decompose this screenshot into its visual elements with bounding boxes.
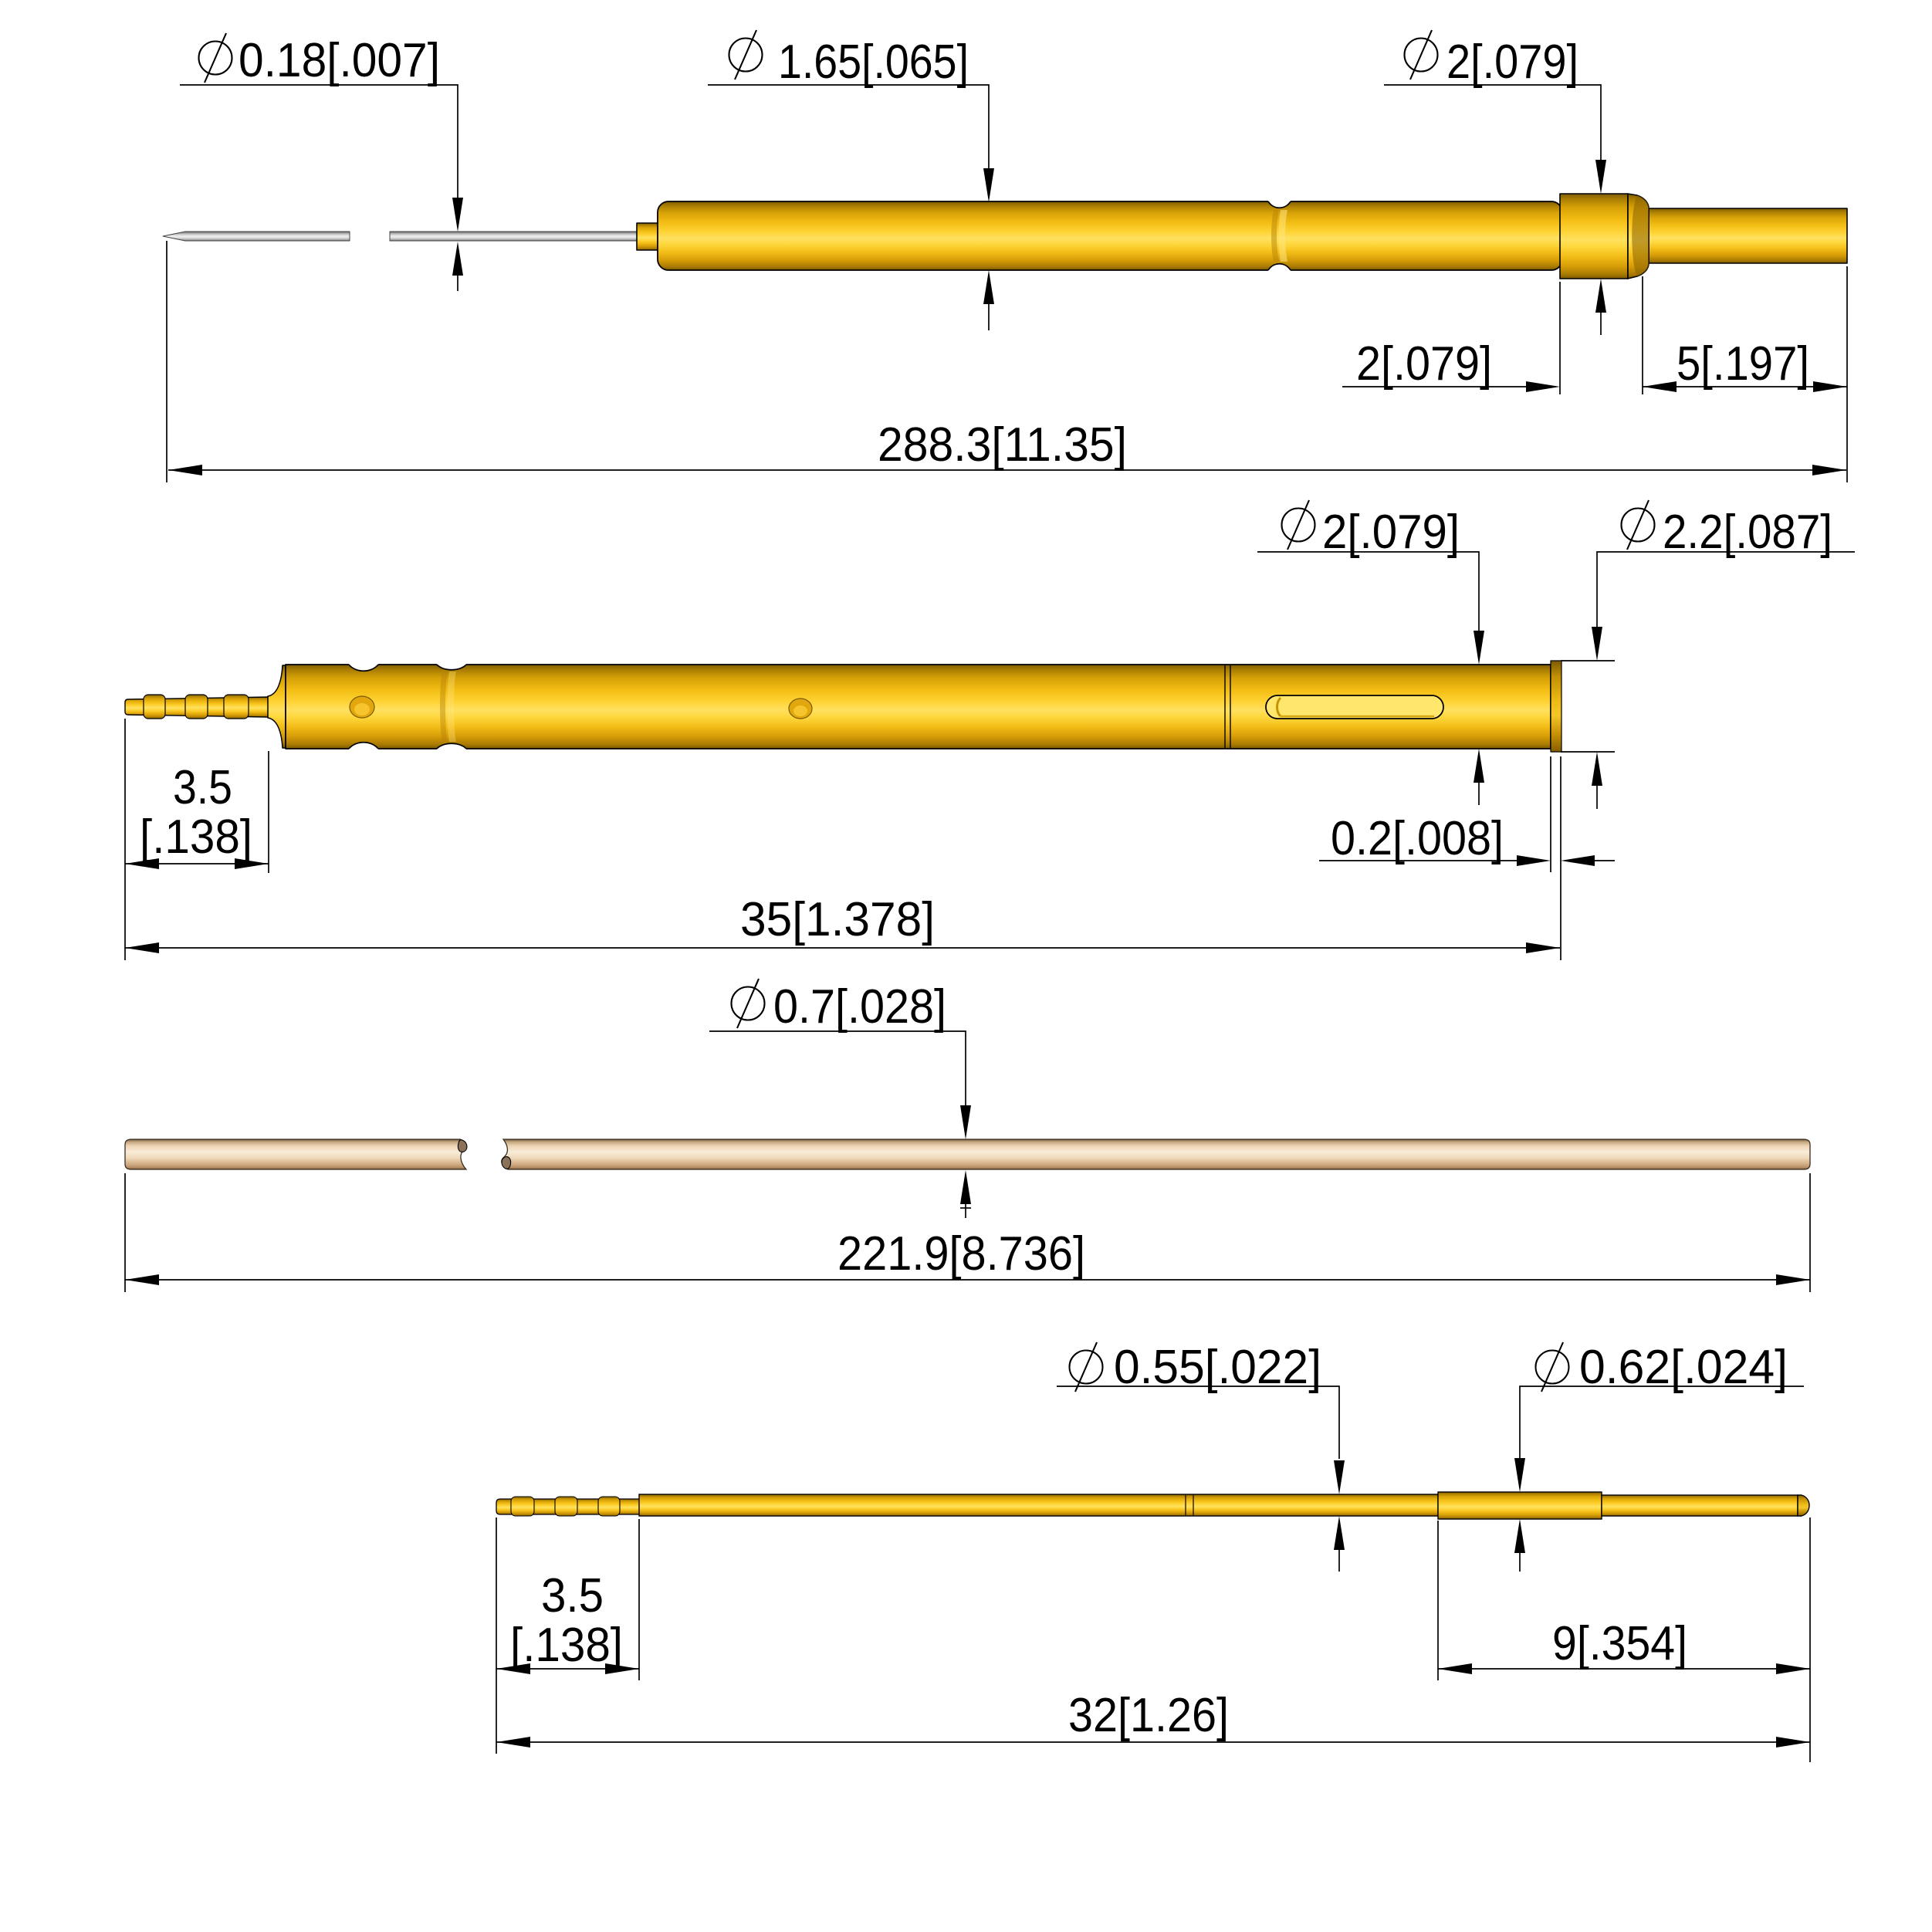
svg-text:2.2[.087]: 2.2[.087] [1663, 506, 1832, 559]
svg-text:2[.079]: 2[.079] [1446, 36, 1578, 89]
svg-text:1.65[.065]: 1.65[.065] [778, 36, 969, 89]
svg-text:0.55[.022]: 0.55[.022] [1114, 1341, 1321, 1394]
svg-text:9[.354]: 9[.354] [1552, 1617, 1687, 1670]
svg-text:[.138]: [.138] [140, 810, 252, 864]
svg-text:2[.079]: 2[.079] [1322, 506, 1460, 559]
svg-text:288.3[11.35]: 288.3[11.35] [878, 418, 1127, 472]
svg-text:5[.197]: 5[.197] [1677, 337, 1809, 391]
svg-text:0.2[.008]: 0.2[.008] [1331, 812, 1504, 865]
svg-text:0.7[.028]: 0.7[.028] [773, 980, 946, 1034]
svg-text:0.18[.007]: 0.18[.007] [239, 34, 440, 87]
svg-text:32[1.26]: 32[1.26] [1068, 1689, 1229, 1742]
svg-text:3.5: 3.5 [173, 761, 232, 814]
svg-text:0.62[.024]: 0.62[.024] [1579, 1341, 1788, 1394]
svg-text:3.5: 3.5 [541, 1569, 604, 1622]
svg-text:221.9[8.736]: 221.9[8.736] [837, 1227, 1085, 1281]
svg-text:35[1.378]: 35[1.378] [740, 893, 935, 946]
svg-text:[.138]: [.138] [510, 1619, 623, 1672]
svg-text:2[.079]: 2[.079] [1356, 337, 1492, 391]
